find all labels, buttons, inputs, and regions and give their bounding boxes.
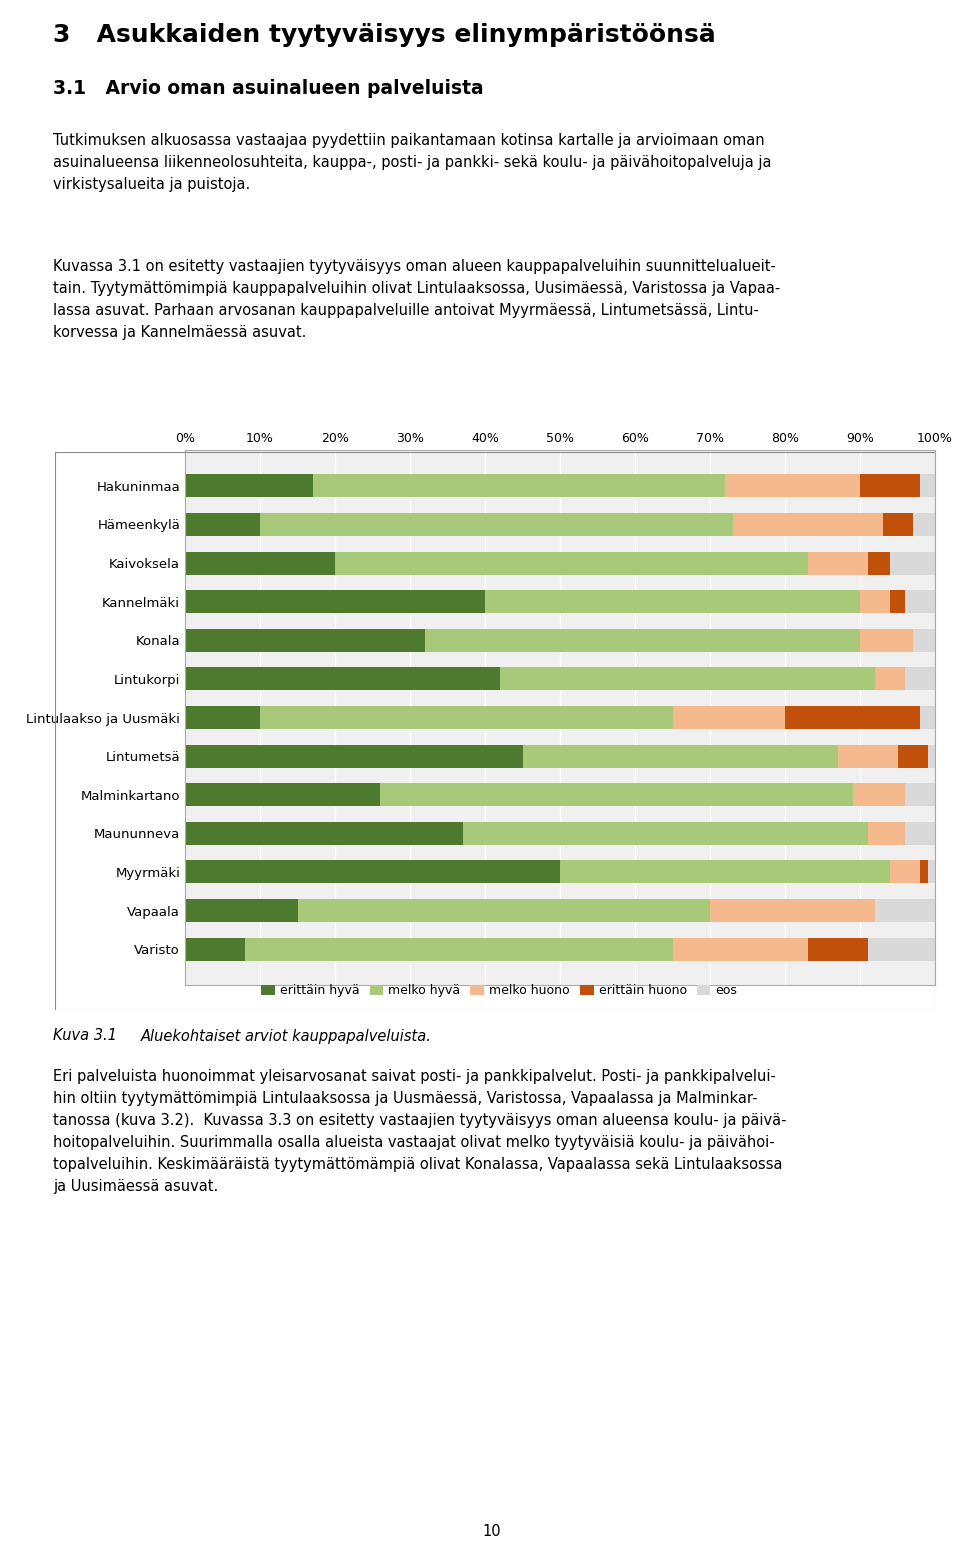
- Bar: [260, 705, 673, 729]
- Bar: [673, 705, 785, 729]
- Bar: [860, 475, 920, 498]
- Bar: [920, 861, 927, 883]
- Text: hoitopalveluihin. Suurimmalla osalla alueista vastaajat olivat melko tyytyväisiä: hoitopalveluihin. Suurimmalla osalla alu…: [53, 1135, 775, 1149]
- Bar: [185, 629, 425, 652]
- Bar: [927, 744, 935, 768]
- Bar: [463, 822, 868, 845]
- Bar: [785, 705, 920, 729]
- Bar: [913, 629, 935, 652]
- Text: Kuvassa 3.1 on esitetty vastaajien tyytyväisyys oman alueen kauppapalveluihin su: Kuvassa 3.1 on esitetty vastaajien tyyty…: [53, 258, 776, 274]
- Bar: [380, 783, 852, 807]
- Bar: [522, 744, 837, 768]
- Text: 10: 10: [483, 1523, 501, 1538]
- Bar: [313, 475, 725, 498]
- Text: ja Uusimäessä asuvat.: ja Uusimäessä asuvat.: [53, 1179, 218, 1194]
- Bar: [868, 822, 905, 845]
- Bar: [185, 668, 500, 690]
- Bar: [868, 551, 890, 575]
- Bar: [898, 744, 927, 768]
- Bar: [185, 898, 298, 922]
- Bar: [185, 475, 313, 498]
- Bar: [837, 744, 898, 768]
- Bar: [860, 629, 913, 652]
- Text: lassa asuvat. Parhaan arvosanan kauppapalveluille antoivat Myyrmäessä, Lintumets: lassa asuvat. Parhaan arvosanan kauppapa…: [53, 302, 758, 318]
- Bar: [710, 898, 875, 922]
- Text: 3.1   Arvio oman asuinalueen palveluista: 3.1 Arvio oman asuinalueen palveluista: [53, 78, 484, 98]
- Bar: [185, 551, 335, 575]
- Bar: [890, 590, 905, 613]
- Bar: [875, 898, 935, 922]
- Text: tain. Tyytymättömimpiä kauppapalveluihin olivat Lintulaaksossa, Uusimäessä, Vari: tain. Tyytymättömimpiä kauppapalveluihin…: [53, 280, 780, 296]
- Text: hin oltiin tyytymättömimpiä Lintulaaksossa ja Uusmäessä, Varistossa, Vapaalassa : hin oltiin tyytymättömimpiä Lintulaaksos…: [53, 1090, 757, 1105]
- Bar: [425, 629, 860, 652]
- Bar: [732, 512, 882, 536]
- Bar: [185, 744, 522, 768]
- Bar: [905, 783, 935, 807]
- Bar: [807, 551, 868, 575]
- Bar: [920, 705, 935, 729]
- Bar: [673, 937, 807, 961]
- Bar: [298, 898, 710, 922]
- Text: tanossa (kuva 3.2).  Kuvassa 3.3 on esitetty vastaajien tyytyväisyys oman alueen: tanossa (kuva 3.2). Kuvassa 3.3 on esite…: [53, 1113, 786, 1127]
- Text: 3   Asukkaiden tyytyväisyys elinympäristöönsä: 3 Asukkaiden tyytyväisyys elinympäristöö…: [53, 23, 715, 47]
- Bar: [905, 590, 935, 613]
- Bar: [245, 937, 673, 961]
- Bar: [260, 512, 732, 536]
- Bar: [725, 475, 860, 498]
- Legend: erittäin hyvä, melko hyvä, melko huono, erittäin huono, eos: erittäin hyvä, melko hyvä, melko huono, …: [256, 979, 742, 1003]
- Bar: [882, 512, 913, 536]
- Bar: [890, 861, 920, 883]
- Text: Eri palveluista huonoimmat yleisarvosanat saivat posti- ja pankkipalvelut. Posti: Eri palveluista huonoimmat yleisarvosana…: [53, 1068, 776, 1084]
- Bar: [185, 590, 485, 613]
- Text: topalveluihin. Keskimääräistä tyytymättömämpiä olivat Konalassa, Vapaalassa sekä: topalveluihin. Keskimääräistä tyytymättö…: [53, 1157, 782, 1171]
- Text: asuinalueensa liikenneolosuhteita, kauppa-, posti- ja pankki- sekä koulu- ja päi: asuinalueensa liikenneolosuhteita, kaupp…: [53, 156, 771, 171]
- Bar: [185, 512, 260, 536]
- Bar: [807, 937, 868, 961]
- Bar: [185, 937, 245, 961]
- Bar: [485, 590, 860, 613]
- Bar: [335, 551, 807, 575]
- Bar: [875, 668, 905, 690]
- Bar: [920, 475, 935, 498]
- Bar: [500, 668, 875, 690]
- Bar: [185, 822, 463, 845]
- Text: Tutkimuksen alkuosassa vastaajaa pyydettiin paikantamaan kotinsa kartalle ja arv: Tutkimuksen alkuosassa vastaajaa pyydett…: [53, 134, 764, 148]
- Bar: [905, 668, 935, 690]
- Bar: [860, 590, 890, 613]
- Bar: [852, 783, 905, 807]
- Text: Kuva 3.1: Kuva 3.1: [53, 1029, 117, 1043]
- Bar: [185, 783, 380, 807]
- Text: Aluekohtaiset arviot kauppapalveluista.: Aluekohtaiset arviot kauppapalveluista.: [140, 1029, 431, 1043]
- Bar: [927, 861, 935, 883]
- Text: virkistysalueita ja puistoja.: virkistysalueita ja puistoja.: [53, 177, 250, 193]
- Bar: [185, 861, 560, 883]
- Bar: [905, 822, 935, 845]
- Text: korvessa ja Kannelmäessä asuvat.: korvessa ja Kannelmäessä asuvat.: [53, 324, 306, 339]
- Bar: [913, 512, 935, 536]
- Bar: [890, 551, 935, 575]
- Bar: [185, 705, 260, 729]
- Bar: [560, 861, 890, 883]
- Bar: [868, 937, 935, 961]
